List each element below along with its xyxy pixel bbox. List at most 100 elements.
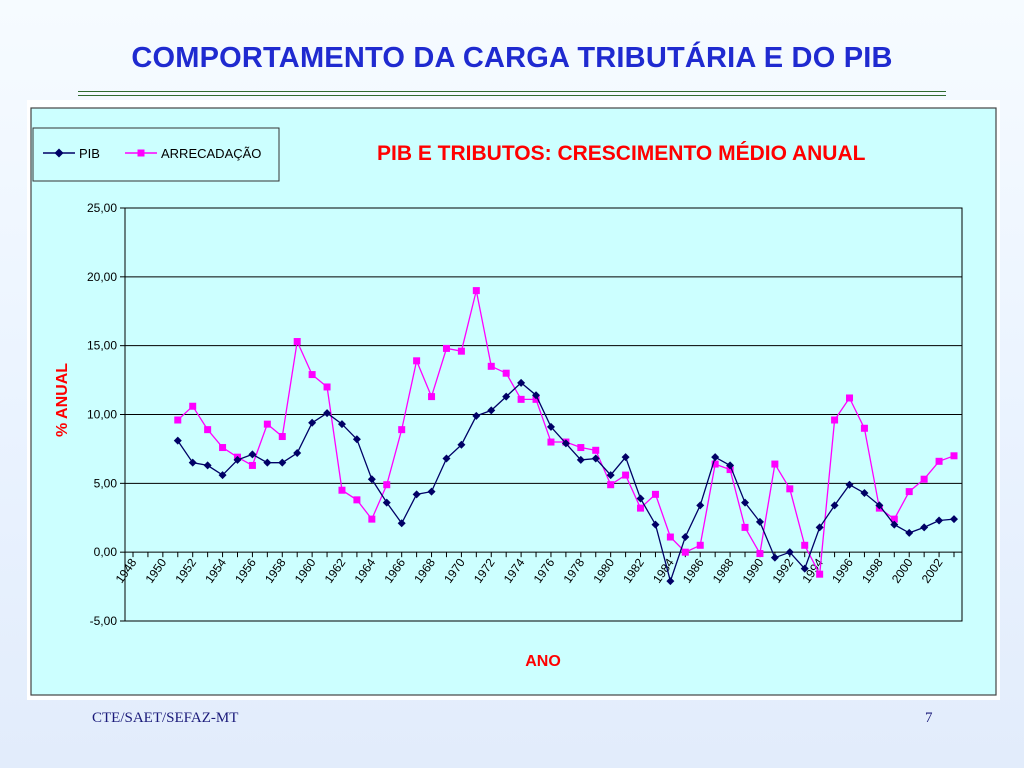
point-pib-1966 xyxy=(397,519,406,528)
y-tick-labels: 25,00 20,00 15,00 10,00 5,00 0,00 -5,00 xyxy=(87,201,117,628)
legend-marker-pib xyxy=(54,148,64,158)
point-pib-1968 xyxy=(427,487,436,496)
chart-title: PIB E TRIBUTOS: CRESCIMENTO MÉDIO ANUAL xyxy=(377,142,866,165)
point-arrecadacao-1969 xyxy=(442,344,450,352)
point-arrecadacao-1974 xyxy=(517,395,525,403)
point-arrecadacao-1959 xyxy=(293,338,301,346)
point-pib-1963 xyxy=(352,435,361,444)
point-arrecadacao-1996 xyxy=(846,394,854,402)
point-arrecadacao-1952 xyxy=(189,402,197,410)
point-arrecadacao-1982 xyxy=(637,504,645,512)
point-arrecadacao-1986 xyxy=(696,541,704,549)
point-pib-1996 xyxy=(845,480,854,489)
point-pib-1969 xyxy=(442,454,451,463)
point-pib-1988 xyxy=(726,461,735,470)
y-tick-label-2: 15,00 xyxy=(87,339,117,353)
point-arrecadacao-2000 xyxy=(905,488,913,496)
point-pib-1998 xyxy=(875,501,884,510)
point-arrecadacao-1994 xyxy=(816,570,824,578)
point-arrecadacao-1997 xyxy=(860,424,868,432)
point-arrecadacao-1987 xyxy=(711,460,719,468)
point-pib-1973 xyxy=(502,392,511,401)
point-pib-1986 xyxy=(696,501,705,510)
legend-box xyxy=(32,127,280,182)
point-arrecadacao-1963 xyxy=(353,496,361,504)
point-arrecadacao-1981 xyxy=(622,471,630,479)
point-pib-1984 xyxy=(666,577,675,586)
page-number: 7 xyxy=(925,710,933,726)
point-pib-1954 xyxy=(218,471,227,480)
point-pib-1991 xyxy=(770,553,779,562)
point-arrecadacao-1967 xyxy=(413,357,421,365)
point-pib-1961 xyxy=(323,409,332,418)
point-arrecadacao-1971 xyxy=(472,287,480,295)
y-tick-label-1: 20,00 xyxy=(87,270,117,284)
point-arrecadacao-1966 xyxy=(398,426,406,434)
point-pib-1983 xyxy=(651,520,660,529)
point-arrecadacao-2002 xyxy=(935,457,943,465)
point-pib-1972 xyxy=(487,406,496,415)
point-arrecadacao-1970 xyxy=(457,347,465,355)
point-pib-2002 xyxy=(935,516,944,525)
point-pib-1952 xyxy=(188,458,197,467)
point-arrecadacao-1980 xyxy=(607,481,615,489)
point-pib-1997 xyxy=(860,488,869,497)
footer-source: CTE/SAET/SEFAZ-MT xyxy=(92,710,239,726)
point-arrecadacao-1972 xyxy=(487,362,495,370)
point-pib-1977 xyxy=(561,439,570,448)
point-arrecadacao-1954 xyxy=(219,444,227,452)
point-arrecadacao-1992 xyxy=(786,485,794,493)
y-tick-label-4: 5,00 xyxy=(94,476,118,490)
title-rule-bottom xyxy=(78,95,946,96)
x-axis-label: ANO xyxy=(525,653,561,670)
point-arrecadacao-1960 xyxy=(308,371,316,379)
point-arrecadacao-1989 xyxy=(741,523,749,531)
slide-title: COMPORTAMENTO DA CARGA TRIBUTÁRIA E DO P… xyxy=(131,42,893,74)
y-tick-label-5: 0,00 xyxy=(94,545,118,559)
legend-label-arrecadacao: ARRECADAÇÃO xyxy=(161,146,261,161)
point-pib-1995 xyxy=(830,501,839,510)
point-pib-1974 xyxy=(517,378,526,387)
point-pib-1978 xyxy=(576,455,585,464)
point-pib-1951 xyxy=(173,436,182,445)
point-arrecadacao-1958 xyxy=(278,433,286,441)
point-arrecadacao-1973 xyxy=(502,369,510,377)
y-tick-label-3: 10,00 xyxy=(87,408,117,422)
point-arrecadacao-1975 xyxy=(532,395,540,403)
point-arrecadacao-1988 xyxy=(726,466,734,474)
point-pib-1994 xyxy=(815,523,824,532)
point-arrecadacao-1984 xyxy=(666,533,674,541)
point-pib-1981 xyxy=(621,453,630,462)
point-arrecadacao-1965 xyxy=(383,481,391,489)
point-pib-1971 xyxy=(472,411,481,420)
series-layer xyxy=(173,287,958,586)
title-rule-top xyxy=(78,91,946,92)
point-arrecadacao-2001 xyxy=(920,475,928,483)
point-arrecadacao-1961 xyxy=(323,383,331,391)
point-pib-1992 xyxy=(785,548,794,557)
y-tick-label-6: -5,00 xyxy=(90,614,118,628)
point-arrecadacao-1995 xyxy=(831,416,839,424)
point-pib-2001 xyxy=(920,523,929,532)
point-pib-1993 xyxy=(800,564,809,573)
point-pib-1955 xyxy=(233,455,242,464)
point-pib-1999 xyxy=(890,520,899,529)
point-pib-1964 xyxy=(367,475,376,484)
point-pib-1987 xyxy=(711,453,720,462)
point-pib-1967 xyxy=(412,490,421,499)
y-tick-label-0: 25,00 xyxy=(87,201,117,215)
point-pib-1985 xyxy=(681,533,690,542)
point-pib-1989 xyxy=(741,498,750,507)
point-arrecadacao-1962 xyxy=(338,486,346,494)
point-arrecadacao-1968 xyxy=(428,393,436,401)
point-arrecadacao-1993 xyxy=(801,541,809,549)
point-pib-1959 xyxy=(293,449,302,458)
point-arrecadacao-1999 xyxy=(890,515,898,523)
point-pib-1970 xyxy=(457,440,466,449)
legend-label-pib: PIB xyxy=(79,146,100,161)
chart-frame: PIB ARRECADAÇÃO PIB E TRIBUTOS: CRESCIME… xyxy=(27,100,1000,700)
point-arrecadacao-1957 xyxy=(263,420,271,428)
legend-marker-arrecadacao xyxy=(137,149,145,157)
point-pib-1982 xyxy=(636,494,645,503)
point-arrecadacao-1983 xyxy=(651,490,659,498)
